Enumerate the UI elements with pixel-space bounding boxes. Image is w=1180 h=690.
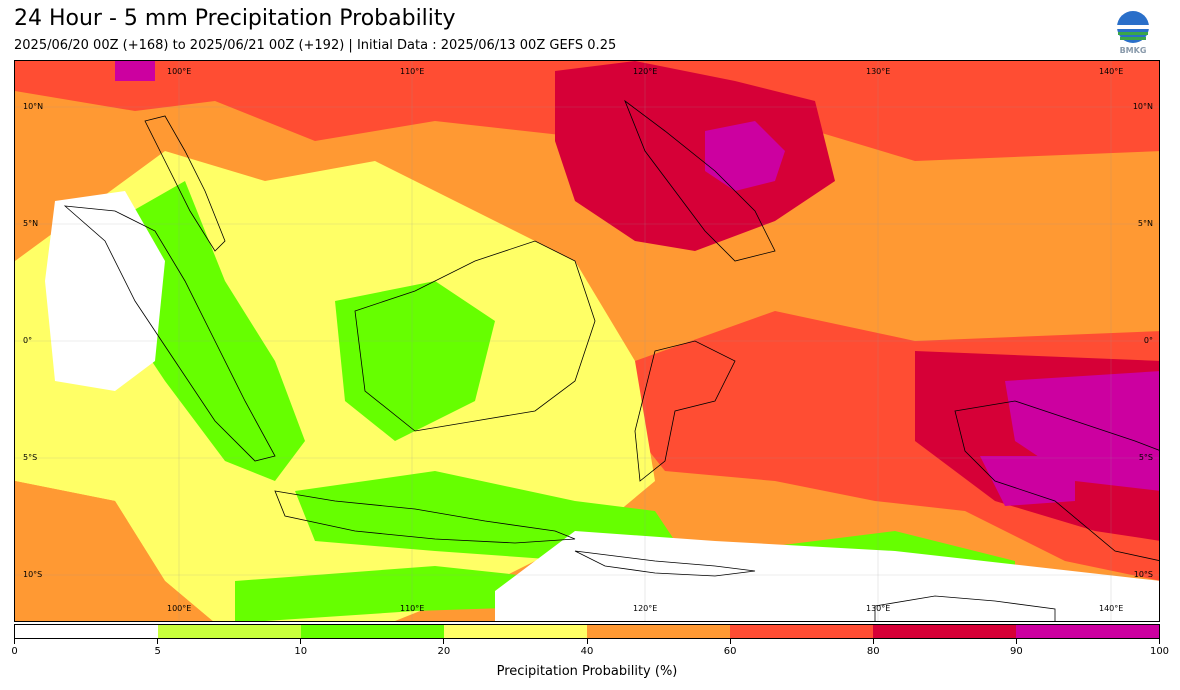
lat-label-left-5n: 5°N [23, 219, 39, 228]
zone-40-60-southwest [15, 481, 213, 621]
coast-sumatra [63, 205, 276, 462]
colorbar-tick [157, 639, 159, 644]
lat-label-right-10s: 10°S [1133, 570, 1153, 579]
lon-label-top-120e: 120°E [633, 67, 658, 76]
lon-label-bottom-110e: 110°E [400, 604, 425, 613]
lon-label-bottom-120e: 120°E [633, 604, 658, 613]
graticule [15, 61, 1159, 621]
zone-80-90-north [555, 61, 835, 251]
colorbar-segment-7 [1016, 625, 1159, 638]
coast-sulawesi [634, 340, 736, 482]
coast-borneo [354, 240, 596, 432]
lat-label-left-10n: 10°N [23, 102, 44, 111]
logo-text: BMKG [1120, 46, 1147, 55]
colorbar-tick-label: 80 [866, 646, 880, 657]
coast-malay-peninsula [144, 115, 226, 252]
colorbar-tick-label: 0 [11, 646, 18, 657]
colorbar-segment-6 [873, 625, 1016, 638]
colorbar-segment-2 [301, 625, 444, 638]
colorbar-tick [14, 639, 15, 644]
lon-label-top-100e: 100°E [167, 67, 192, 76]
zone-0-5-timor-sea [495, 531, 1159, 621]
lat-label-right-5s: 5°S [1138, 453, 1153, 462]
zone-0-5-indian-ocean [45, 191, 165, 391]
colorbar-tick-label: 60 [723, 646, 737, 657]
lon-label-bottom-130e: 130°E [866, 604, 891, 613]
colorbar-tick [1015, 639, 1017, 644]
coast-australia [874, 595, 1056, 621]
lat-label-left-10s: 10°S [23, 570, 43, 579]
zone-90-100-small [115, 61, 155, 81]
colorbar-tick-label: 100 [1149, 646, 1170, 657]
map-subtitle: 2025/06/20 00Z (+168) to 2025/06/21 00Z … [14, 38, 617, 53]
colorbar-label: Precipitation Probability (%) [496, 664, 678, 679]
zone-90-100-east [1005, 371, 1159, 491]
colorbar-tick-label: 90 [1010, 646, 1023, 657]
lat-label-right-10n: 10°N [1132, 102, 1153, 111]
colorbar-tick-label: 5 [154, 646, 161, 657]
map-title: 24 Hour - 5 mm Precipitation Probability [14, 6, 456, 31]
lon-label-bottom-140e: 140°E [1099, 604, 1124, 613]
colorbar-tick [586, 639, 588, 644]
bmkg-logo: BMKG [1112, 10, 1154, 56]
colorbar-segment-4 [587, 625, 730, 638]
lat-label-right-0: 0° [1143, 336, 1153, 345]
zone-90-100-north [705, 121, 785, 191]
coast-papua [954, 400, 1159, 561]
coastlines [63, 99, 1159, 621]
colorbar-segment-3 [444, 625, 587, 638]
colorbar-tick [872, 639, 874, 644]
colorbar-tick-label: 20 [437, 646, 451, 657]
zone-90-100-papua [980, 456, 1075, 506]
colorbar-tick-label: 10 [294, 646, 308, 657]
lon-label-top-140e: 140°E [1099, 67, 1124, 76]
colorbar-tick [1159, 639, 1160, 644]
colorbar [14, 624, 1160, 639]
colorbar-tick [729, 639, 731, 644]
colorbar-segment-1 [158, 625, 301, 638]
lon-label-top-110e: 110°E [400, 67, 425, 76]
probability-field [15, 61, 1159, 621]
precipitation-map: 100°E 110°E 120°E 130°E 140°E 100°E 110°… [14, 60, 1160, 622]
lat-label-left-0: 0° [23, 336, 33, 345]
lat-label-right-5n: 5°N [1137, 219, 1153, 228]
coast-philippines [624, 99, 776, 262]
colorbar-segment-5 [730, 625, 873, 638]
zone-10-20-borneo [335, 281, 495, 441]
colorbar-tick [300, 639, 302, 644]
colorbar-tick [443, 639, 445, 644]
lon-label-bottom-100e: 100°E [167, 604, 192, 613]
lat-label-left-5s: 5°S [23, 453, 38, 462]
coast-nusa-tenggara [574, 550, 756, 577]
colorbar-tick-label: 40 [580, 646, 594, 657]
coast-java [274, 490, 576, 544]
colorbar-segment-0 [15, 625, 158, 638]
lon-label-top-130e: 130°E [866, 67, 891, 76]
